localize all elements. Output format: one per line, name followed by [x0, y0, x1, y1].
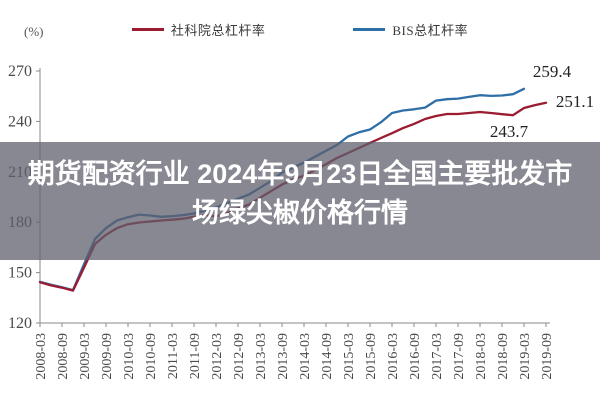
bis-line-swatch	[353, 28, 386, 31]
x-tick-label: 2017-09	[452, 333, 467, 380]
x-tick-label: 2019-03	[518, 333, 533, 380]
legend-label-cass: 社科院总杠杆率	[170, 23, 266, 38]
x-tick-label: 2011-03	[166, 333, 181, 379]
x-tick-label: 2019-09	[540, 333, 555, 380]
x-tick-label: 2014-03	[298, 333, 313, 380]
y-tick-label: 240	[8, 113, 32, 130]
x-tick-label: 2010-03	[122, 333, 137, 380]
y-axis-unit-label: (%)	[24, 24, 44, 39]
x-tick-label: 2012-03	[210, 333, 225, 380]
x-tick-label: 2008-09	[56, 333, 71, 380]
x-tick-label: 2017-03	[430, 333, 445, 380]
data-point-label: 251.1	[556, 92, 594, 111]
data-point-label: 243.7	[490, 122, 529, 141]
x-tick-label: 2012-09	[232, 333, 247, 380]
x-tick-label: 2018-09	[496, 333, 511, 380]
x-tick-label: 2008-03	[34, 333, 49, 380]
x-tick-label: 2015-03	[342, 333, 357, 380]
legend-item-bis: BIS总杠杆率	[353, 20, 468, 39]
y-tick-label: 270	[8, 63, 32, 80]
y-tick-label: 150	[8, 265, 32, 282]
x-tick-label: 2018-03	[474, 333, 489, 380]
x-tick-label: 2015-09	[364, 333, 379, 380]
x-tick-label: 2013-09	[276, 333, 291, 380]
data-point-label: 259.4	[533, 62, 572, 81]
x-tick-label: 2011-09	[188, 333, 203, 379]
chart-legend: 社科院总杠杆率 BIS总杠杆率	[0, 20, 600, 39]
y-tick-label: 120	[8, 315, 32, 332]
x-tick-label: 2016-03	[386, 333, 401, 380]
x-tick-label: 2013-03	[254, 333, 269, 380]
x-tick-label: 2010-09	[144, 333, 159, 380]
watermark-overlay-band: 期货配资行业 2024年9月23日全国主要批发市 场绿尖椒价格行情	[0, 142, 600, 260]
legend-label-bis: BIS总杠杆率	[392, 23, 469, 38]
cass-line-swatch	[131, 28, 164, 31]
x-tick-label: 2014-09	[320, 333, 335, 380]
overlay-title-line1: 期货配资行业 2024年9月23日全国主要批发市	[27, 159, 573, 189]
x-tick-label: 2016-09	[408, 333, 423, 380]
overlay-title-line2: 场绿尖椒价格行情	[192, 198, 408, 228]
x-tick-label: 2009-03	[78, 333, 93, 380]
legend-item-cass: 社科院总杠杆率	[131, 20, 266, 39]
x-tick-label: 2009-09	[100, 333, 115, 380]
